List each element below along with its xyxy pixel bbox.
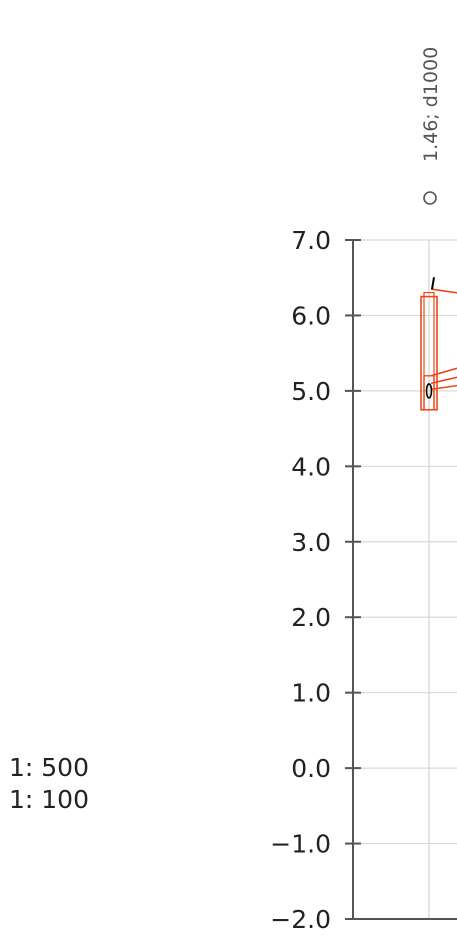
- y-tick-label: 4.0: [291, 452, 331, 481]
- data-point: [425, 383, 433, 399]
- y-tick-label: 5.0: [291, 377, 331, 406]
- scale-label-horizontal: 1: 500: [9, 753, 89, 782]
- scale-label-vertical: 1: 100: [9, 785, 89, 814]
- y-tick-label: −2.0: [270, 905, 331, 932]
- y-tick-label: 6.0: [291, 301, 331, 330]
- y-tick-label: 3.0: [291, 528, 331, 557]
- leader-line: [430, 367, 457, 377]
- y-tick-label: 7.0: [291, 226, 331, 255]
- legend-marker: [423, 191, 437, 205]
- leader-line: [430, 376, 457, 385]
- scale-labels: 1: 500 1: 100: [9, 752, 89, 816]
- y-tick-label: 0.0: [291, 754, 331, 783]
- leader-line: [430, 384, 457, 391]
- leader-line: [430, 288, 457, 294]
- y-tick-label: −1.0: [270, 830, 331, 859]
- legend-label: 1.46; d1000: [420, 47, 442, 162]
- range-box-small: [423, 375, 435, 411]
- label-tick-mark: [431, 277, 435, 290]
- y-tick-label: 2.0: [291, 603, 331, 632]
- y-tick-label: 1.0: [291, 679, 331, 708]
